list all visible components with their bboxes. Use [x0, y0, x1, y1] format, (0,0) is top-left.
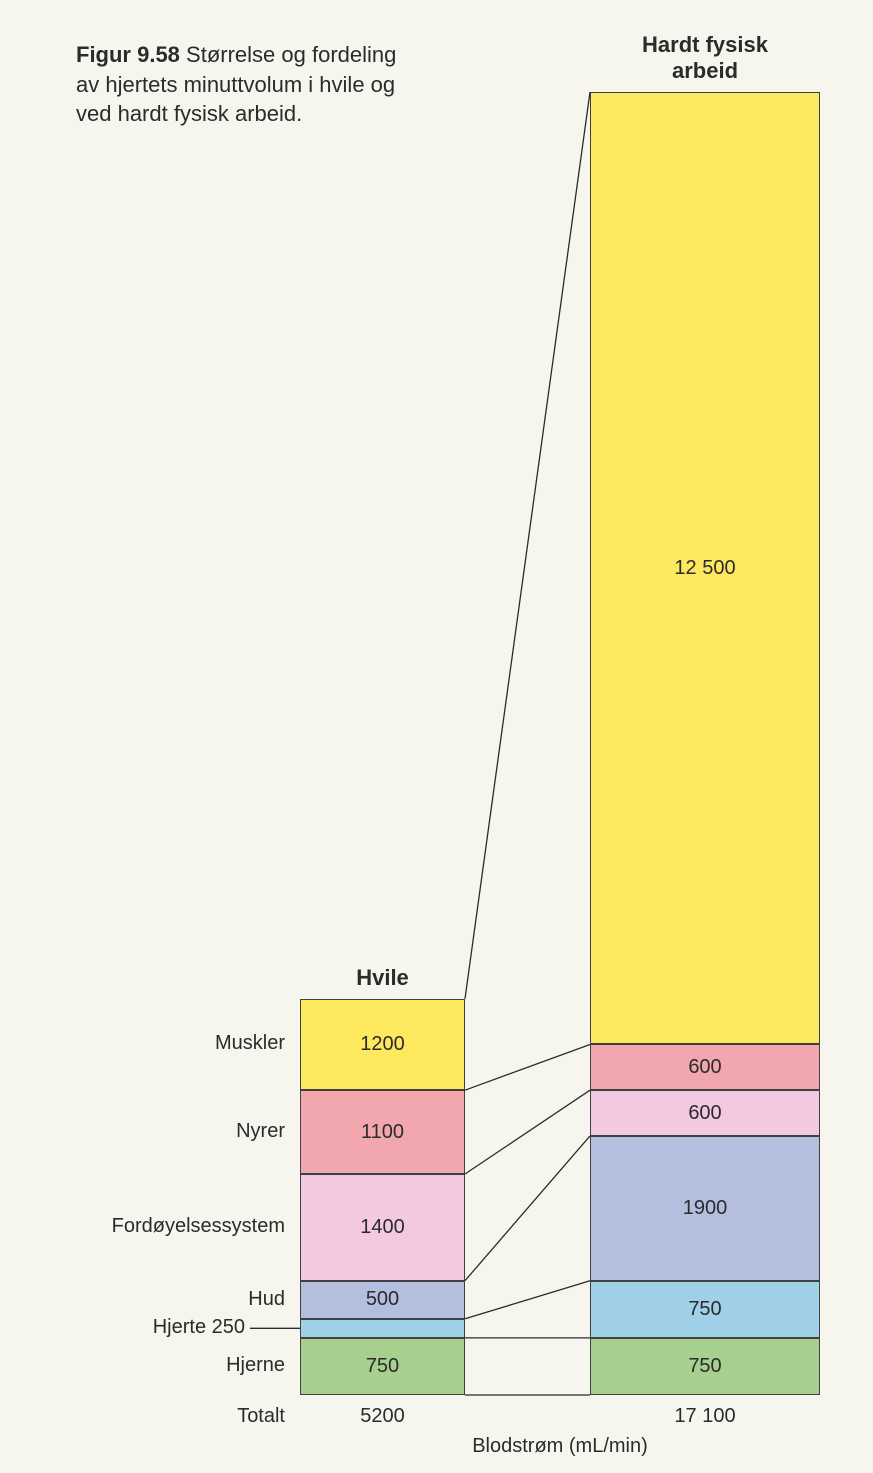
- figure-number: Figur 9.58: [76, 42, 180, 67]
- segment-value-hvile-muskler: 1200: [360, 1033, 405, 1056]
- row-label-nyrer: Nyrer: [236, 1120, 285, 1143]
- total-hvile: 5200: [300, 1405, 465, 1428]
- column-title-arbeid: Hardt fysiskarbeid: [570, 32, 840, 84]
- row-label-hud: Hud: [248, 1288, 285, 1311]
- segment-value-arbeid-hjerne: 750: [688, 1355, 721, 1378]
- segment-value-arbeid-hud: 1900: [683, 1197, 728, 1220]
- segment-hvile-nyrer: 1100: [300, 1090, 465, 1174]
- segment-arbeid-muskler: 12 500: [590, 92, 820, 1045]
- segment-arbeid-hjerte: 750: [590, 1281, 820, 1338]
- segment-hvile-fordoy: 1400: [300, 1174, 465, 1281]
- segment-arbeid-fordoy: 600: [590, 1090, 820, 1136]
- segment-arbeid-nyrer: 600: [590, 1044, 820, 1090]
- figure-caption: Figur 9.58 Størrelse og fordeling av hje…: [76, 40, 406, 129]
- column-title-arbeid-line2: arbeid: [570, 58, 840, 84]
- segment-value-hvile-hud: 500: [366, 1288, 399, 1311]
- row-label-muskler: Muskler: [215, 1032, 285, 1055]
- segment-value-hvile-hjerne: 750: [366, 1355, 399, 1378]
- column-title-arbeid-line1: Hardt fysisk: [570, 32, 840, 58]
- total-arbeid: 17 100: [590, 1405, 820, 1428]
- segment-hvile-hjerte: [300, 1319, 465, 1338]
- row-label-hjerne: Hjerne: [226, 1354, 285, 1377]
- segment-value-arbeid-fordoy: 600: [688, 1102, 721, 1125]
- segment-value-arbeid-hjerte: 750: [688, 1298, 721, 1321]
- row-label-fordoy: Fordøyelsessystem: [112, 1215, 285, 1238]
- segment-hvile-hjerne: 750: [300, 1338, 465, 1395]
- segment-value-hvile-nyrer: 1100: [361, 1121, 404, 1144]
- segment-value-arbeid-nyrer: 600: [688, 1056, 721, 1079]
- segment-arbeid-hjerne: 750: [590, 1338, 820, 1395]
- column-title-hvile: Hvile: [300, 965, 465, 991]
- segment-hvile-muskler: 1200: [300, 999, 465, 1090]
- segment-arbeid-hud: 1900: [590, 1136, 820, 1281]
- totals-label: Totalt: [237, 1405, 285, 1428]
- segment-value-hvile-fordoy: 1400: [360, 1216, 405, 1239]
- axis-label: Blodstrøm (mL/min): [300, 1435, 820, 1458]
- segment-value-arbeid-muskler: 12 500: [674, 557, 735, 580]
- segment-hvile-hud: 500: [300, 1281, 465, 1319]
- row-label-hjerte-inline: Hjerte 250: [153, 1316, 245, 1339]
